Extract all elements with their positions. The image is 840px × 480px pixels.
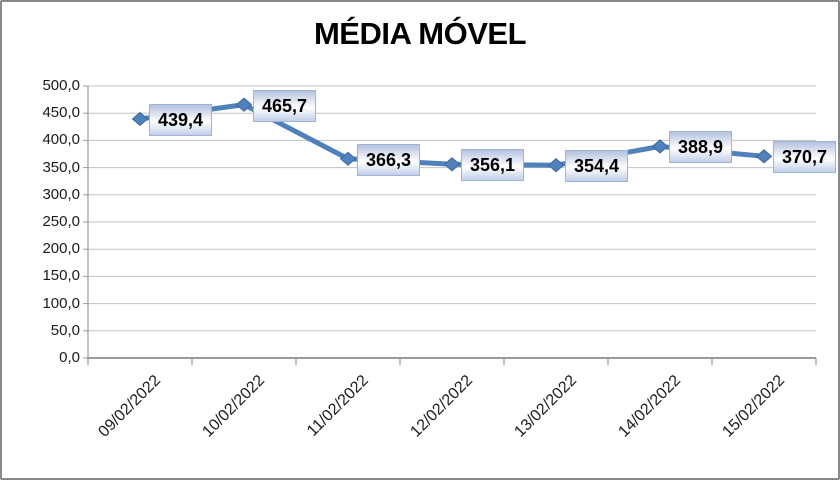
data-point-marker: [651, 139, 669, 154]
y-tick-label: 450,0: [42, 104, 80, 122]
data-point-marker: [131, 111, 149, 127]
x-tick-label: 13/02/2022: [511, 372, 581, 441]
x-tick-label: 12/02/2022: [407, 372, 477, 441]
x-tick-label: 10/02/2022: [199, 372, 269, 441]
data-label: 354,4: [565, 150, 629, 183]
x-tick-label: 14/02/2022: [615, 372, 685, 441]
y-tick-label: 200,0: [42, 240, 80, 258]
y-tick-label: 150,0: [42, 267, 80, 285]
y-tick-label: 300,0: [42, 185, 80, 203]
y-tick-label: 50,0: [50, 321, 80, 339]
data-point-marker: [339, 151, 357, 166]
y-tick-label: 100,0: [42, 294, 80, 312]
data-label: 370,7: [773, 141, 837, 174]
data-label: 356,1: [461, 149, 525, 182]
data-label: 366,3: [357, 143, 421, 176]
y-tick-label: 0,0: [59, 349, 80, 366]
data-label: 439,4: [149, 103, 213, 136]
data-point-marker: [755, 149, 773, 164]
data-point-marker: [547, 158, 565, 173]
y-tick-label: 400,0: [42, 131, 80, 149]
x-tick-label: 15/02/2022: [719, 372, 789, 441]
data-label: 465,7: [253, 89, 317, 122]
x-tick-label: 09/02/2022: [95, 372, 165, 441]
data-point-marker: [235, 97, 253, 112]
y-tick-label: 350,0: [42, 158, 80, 176]
y-tick-label: 250,0: [42, 213, 80, 230]
y-tick-label: 500,0: [42, 77, 80, 94]
chart-title: MÉDIA MÓVEL: [313, 16, 527, 51]
data-label: 388,9: [669, 131, 733, 164]
x-tick-label: 11/02/2022: [304, 372, 373, 440]
data-point-marker: [443, 157, 461, 172]
